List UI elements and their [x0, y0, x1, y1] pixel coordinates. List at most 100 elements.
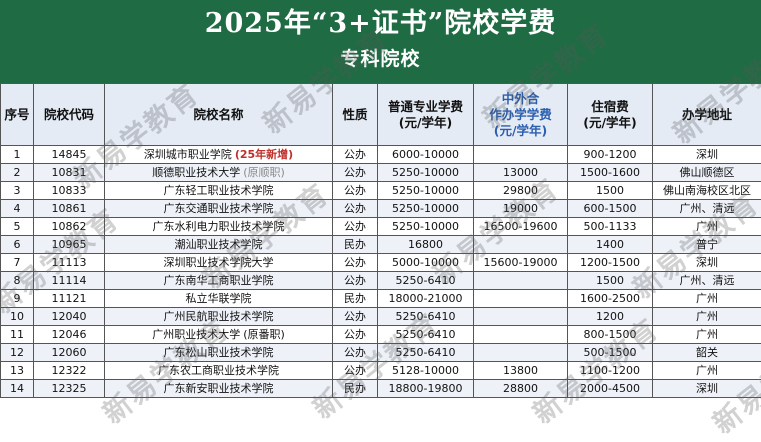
cell-code: 11113 — [34, 254, 105, 272]
header-fee-regular: 普通专业学费 (元/学年) — [378, 84, 474, 146]
cell-fee-regular: 5128-10000 — [378, 362, 474, 380]
cell-name: 顺德职业技术大学(原顺职) — [105, 164, 333, 182]
cell-name-text: 私立华联学院 — [186, 292, 252, 305]
cell-address-text: 韶关 — [696, 346, 718, 359]
cell-code: 12322 — [34, 362, 105, 380]
page-subtitle: 专科院校 — [0, 45, 761, 73]
cell-dorm-text: 800-1500 — [584, 328, 637, 341]
cell-address-text: 佛山顺德区 — [680, 166, 735, 179]
cell-no: 7 — [1, 254, 34, 272]
cell-name-text: 潮汕职业技术学院 — [175, 238, 263, 251]
cell-code-text: 12322 — [52, 364, 87, 377]
cell-code-text: 11121 — [52, 292, 87, 305]
cell-fee-regular: 18800-19800 — [378, 380, 474, 398]
cell-type: 公办 — [333, 182, 378, 200]
cell-type: 公办 — [333, 326, 378, 344]
cell-code-text: 12325 — [52, 382, 87, 395]
cell-fee-regular-text: 16800 — [408, 238, 443, 251]
cell-fee-regular-text: 5250-10000 — [392, 166, 459, 179]
header-fee-joint: 中外合 作办学学费 (元/学年) — [474, 84, 568, 146]
cell-name-text: 广东松山职业技术学院 — [164, 346, 274, 359]
cell-code-text: 12040 — [52, 310, 87, 323]
cell-name-text: 深圳城市职业学院 — [144, 148, 232, 161]
cell-no-text: 7 — [14, 256, 21, 269]
cell-name-text: 深圳职业技术学院大学 — [164, 256, 274, 269]
cell-name-text: 广东交通职业技术学院 — [164, 202, 274, 215]
cell-name-text: 广东农工商职业技术学院 — [158, 364, 279, 377]
cell-fee-regular-text: 5250-6410 — [396, 274, 456, 287]
cell-dorm: 1500 — [568, 272, 653, 290]
cell-dorm: 1400 — [568, 236, 653, 254]
header-fee-joint-label-b: 作办学学费 — [474, 107, 567, 123]
cell-dorm: 600-1500 — [568, 200, 653, 218]
header-fee-joint-label-a: 中外合 — [474, 91, 567, 107]
cell-name-text: 广州民航职业技术学院 — [164, 310, 274, 323]
cell-code: 14845 — [34, 146, 105, 164]
cell-name-text: 广东水利电力职业技术学院 — [153, 220, 285, 233]
school-note: (原顺职) — [243, 166, 285, 179]
cell-name-text: 顺德职业技术大学 — [152, 166, 240, 179]
cell-fee-joint: 13800 — [474, 362, 568, 380]
cell-type-text: 民办 — [344, 382, 366, 395]
cell-name: 广东轻工职业技术学院 — [105, 182, 333, 200]
cell-fee-regular-text: 5250-6410 — [396, 346, 456, 359]
cell-no-text: 12 — [10, 346, 24, 359]
cell-fee-regular: 5250-10000 — [378, 182, 474, 200]
header-name: 院校名称 — [105, 84, 333, 146]
cell-type-text: 民办 — [344, 292, 366, 305]
cell-no: 2 — [1, 164, 34, 182]
cell-no: 6 — [1, 236, 34, 254]
cell-name-text: 广东南华工商职业学院 — [164, 274, 274, 287]
cell-type: 公办 — [333, 218, 378, 236]
cell-address: 广州 — [653, 218, 761, 236]
cell-dorm-text: 1100-1200 — [580, 364, 640, 377]
cell-code: 11114 — [34, 272, 105, 290]
cell-fee-regular-text: 18000-21000 — [389, 292, 463, 305]
cell-code: 10831 — [34, 164, 105, 182]
cell-address: 深圳 — [653, 146, 761, 164]
cell-no: 4 — [1, 200, 34, 218]
cell-type: 公办 — [333, 344, 378, 362]
cell-no: 5 — [1, 218, 34, 236]
cell-address: 广州 — [653, 362, 761, 380]
cell-dorm-text: 500-1133 — [584, 220, 637, 233]
cell-dorm: 500-1500 — [568, 344, 653, 362]
cell-fee-regular-text: 5250-10000 — [392, 202, 459, 215]
cell-code-text: 10965 — [52, 238, 87, 251]
cell-fee-joint — [474, 326, 568, 344]
cell-fee-joint: 16500-19600 — [474, 218, 568, 236]
cell-code-text: 12046 — [52, 328, 87, 341]
cell-fee-regular: 5000-10000 — [378, 254, 474, 272]
cell-no-text: 1 — [14, 148, 21, 161]
cell-fee-joint — [474, 290, 568, 308]
cell-code: 10862 — [34, 218, 105, 236]
cell-no-text: 5 — [14, 220, 21, 233]
cell-address-text: 广州 — [696, 292, 718, 305]
cell-address: 韶关 — [653, 344, 761, 362]
cell-type: 公办 — [333, 272, 378, 290]
cell-dorm-text: 1200-1500 — [580, 256, 640, 269]
cell-type: 民办 — [333, 236, 378, 254]
cell-code: 12040 — [34, 308, 105, 326]
cell-dorm-text: 1500 — [596, 184, 624, 197]
cell-dorm-text: 2000-4500 — [580, 382, 640, 395]
cell-address: 广州 — [653, 290, 761, 308]
header-no: 序号 — [1, 84, 34, 146]
cell-dorm: 2000-4500 — [568, 380, 653, 398]
cell-code-text: 11114 — [52, 274, 87, 287]
cell-dorm-text: 1500-1600 — [580, 166, 640, 179]
cell-dorm: 1500-1600 — [568, 164, 653, 182]
cell-no: 13 — [1, 362, 34, 380]
cell-address-text: 广州 — [696, 328, 718, 341]
cell-fee-regular-text: 18800-19800 — [389, 382, 463, 395]
cell-address-text: 广州、清远 — [680, 202, 735, 215]
cell-fee-regular: 18000-21000 — [378, 290, 474, 308]
cell-type-text: 公办 — [344, 256, 366, 269]
cell-type-text: 公办 — [344, 274, 366, 287]
cell-no: 1 — [1, 146, 34, 164]
cell-fee-regular: 5250-10000 — [378, 164, 474, 182]
